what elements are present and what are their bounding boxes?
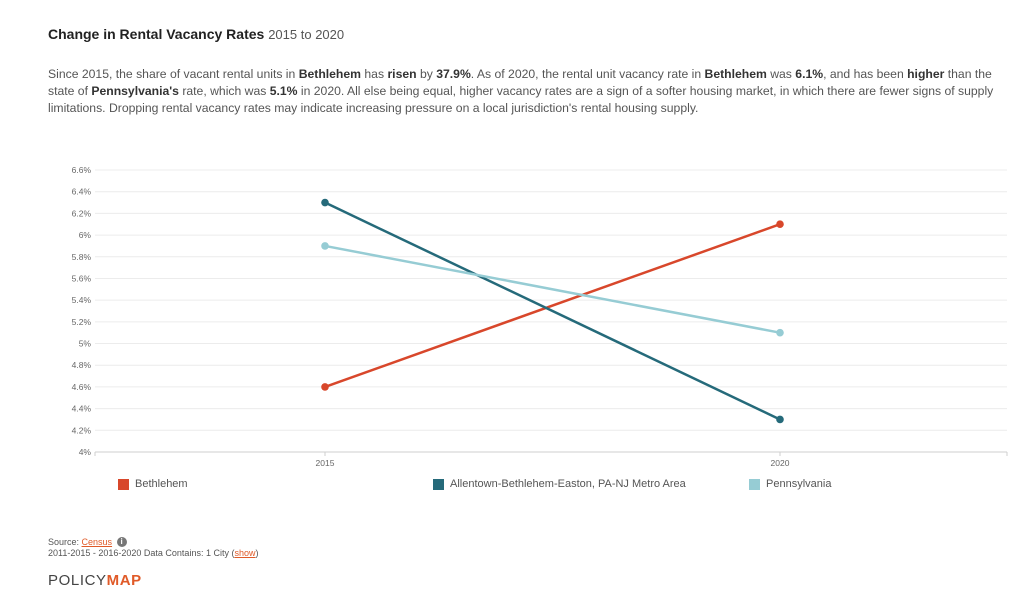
source-line: Source: Census i — [48, 537, 258, 548]
desc-text: Since 2015, the share of vacant rental u… — [48, 67, 299, 81]
desc-bold: higher — [907, 67, 945, 81]
chart-title: Change in Rental Vacancy Rates 2015 to 2… — [48, 26, 344, 42]
y-tick-label: 6% — [79, 230, 92, 240]
desc-bold: Bethlehem — [298, 67, 361, 81]
y-tick-label: 4.6% — [72, 382, 92, 392]
y-tick-label: 5.4% — [72, 295, 92, 305]
series-line-0 — [324, 223, 781, 389]
desc-bold: Pennsylvania's — [91, 84, 179, 98]
chart-title-years: 2015 to 2020 — [268, 27, 345, 42]
y-tick-label: 6.4% — [72, 187, 92, 197]
data-point — [776, 415, 784, 424]
desc-bold: 5.1% — [269, 84, 298, 98]
logo-part-policy: POLICY — [48, 572, 107, 589]
chart-description: Since 2015, the share of vacant rental u… — [48, 66, 998, 117]
source-label: Source: — [48, 537, 82, 547]
show-link[interactable]: show — [234, 548, 256, 558]
legend-item-pennsylvania[interactable]: Pennsylvania — [749, 478, 831, 490]
legend-item-bethlehem[interactable]: Bethlehem — [118, 478, 188, 490]
y-tick-label: 5.2% — [72, 317, 92, 327]
data-point — [321, 383, 329, 391]
source-note: Source: Census i 2011-2015 - 2016-2020 D… — [48, 537, 258, 559]
data-contains-suffix: ) — [255, 548, 259, 558]
desc-text: in 2020. All else being equal, higher va… — [48, 84, 994, 115]
y-tick-label: 4.8% — [72, 360, 92, 370]
chart-title-main: Change in Rental Vacancy Rates — [48, 26, 265, 42]
data-point — [321, 198, 329, 207]
desc-text: , and has been — [823, 67, 908, 81]
data-point — [776, 328, 784, 337]
series-line-2 — [324, 244, 781, 334]
y-tick-label: 4.4% — [72, 404, 92, 414]
data-contains-line: 2011-2015 - 2016-2020 Data Contains: 1 C… — [48, 548, 258, 559]
desc-bold: Bethlehem — [704, 67, 767, 81]
y-tick-label: 5.8% — [72, 252, 92, 262]
legend-label: Bethlehem — [135, 478, 188, 490]
desc-bold: risen — [387, 67, 417, 81]
data-point — [321, 242, 329, 250]
data-point — [776, 220, 784, 229]
logo-part-map: MAP — [106, 572, 142, 589]
legend-item-metro-area[interactable]: Allentown-Bethlehem-Easton, PA-NJ Metro … — [433, 478, 686, 490]
y-tick-label: 4.2% — [72, 425, 92, 435]
x-tick-label: 2015 — [316, 458, 335, 468]
desc-text: by — [416, 67, 437, 81]
chart-legend: Bethlehem Allentown-Bethlehem-Easton, PA… — [0, 478, 1024, 498]
census-link[interactable]: Census — [81, 537, 113, 547]
desc-text: has — [361, 67, 388, 81]
desc-bold: 6.1% — [795, 67, 824, 81]
legend-swatch — [118, 478, 129, 490]
y-tick-label: 5.6% — [72, 273, 92, 283]
desc-text: rate, which was — [178, 84, 270, 98]
data-contains-text: 2011-2015 - 2016-2020 Data Contains: 1 C… — [48, 548, 235, 558]
info-icon[interactable]: i — [116, 537, 127, 547]
desc-text: than the state of — [48, 67, 992, 98]
y-tick-label: 5% — [79, 339, 92, 349]
policymap-logo: POLICYMAP — [48, 572, 142, 589]
desc-text: was — [766, 67, 796, 81]
y-tick-label: 6.6% — [72, 165, 92, 175]
legend-swatch — [433, 478, 444, 490]
desc-bold: 37.9% — [436, 67, 471, 81]
x-tick-label: 2020 — [771, 458, 790, 468]
legend-label: Pennsylvania — [766, 478, 832, 490]
legend-label: Allentown-Bethlehem-Easton, PA-NJ Metro … — [450, 478, 686, 490]
desc-text: . As of 2020, the rental unit vacancy ra… — [470, 67, 705, 81]
legend-swatch — [749, 478, 760, 490]
series-line-1 — [324, 201, 781, 421]
y-tick-label: 6.2% — [72, 208, 92, 218]
y-tick-label: 4% — [79, 447, 92, 457]
